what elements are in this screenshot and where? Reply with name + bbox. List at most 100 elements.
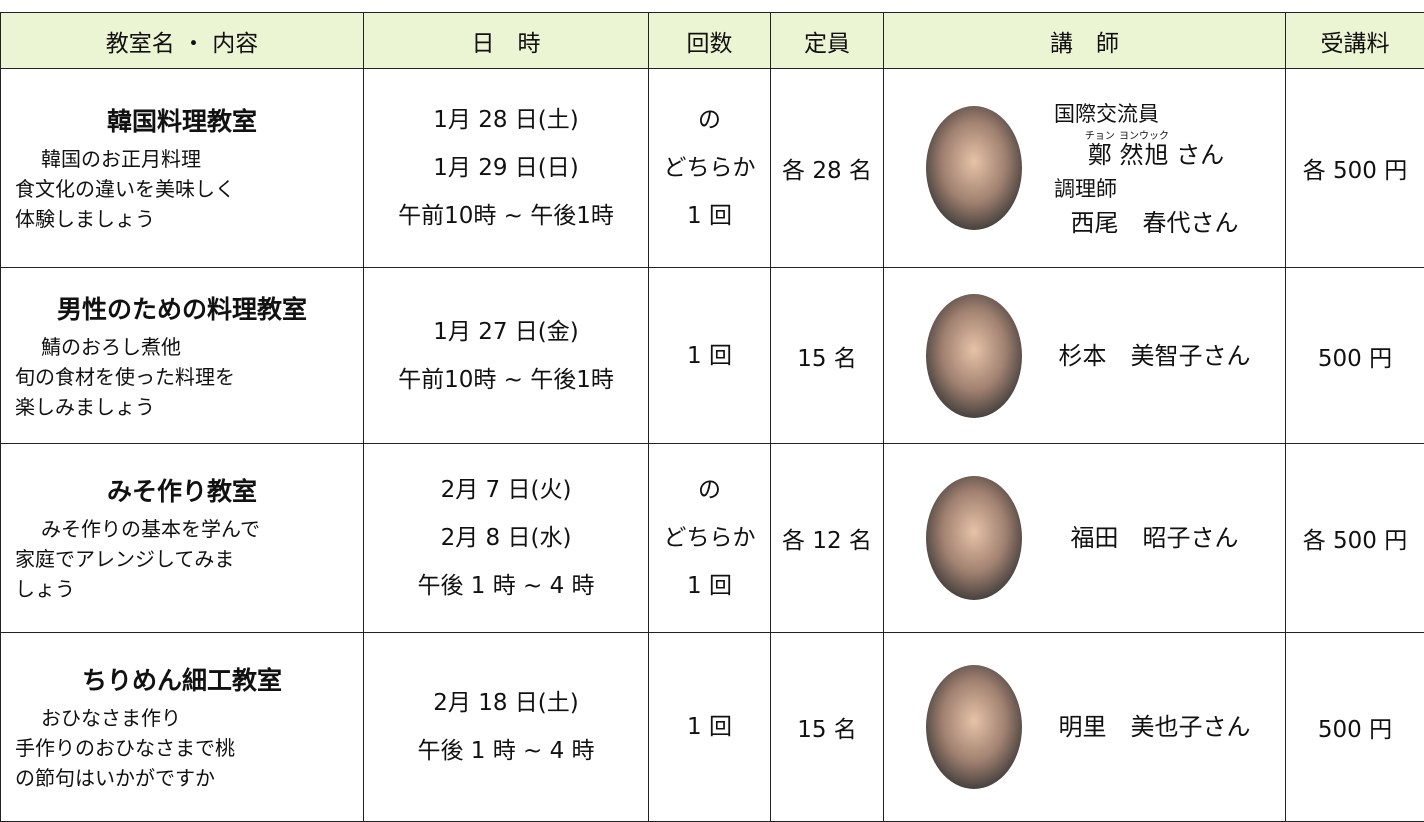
instructor-name: 明里 美也子さん <box>1024 710 1285 744</box>
header-cell: 日 時 <box>364 13 649 69</box>
count-line: 1 回 <box>649 192 770 240</box>
instructor-photo <box>924 474 1024 602</box>
class-description: 体験しましょう <box>1 204 363 234</box>
schedule-table: 教室名 ・ 内容日 時回数定員講 師受講料 韓国料理教室韓国のお正月料理食文化の… <box>0 12 1424 822</box>
instructor-name: 杉本 美智子さん <box>1024 339 1285 373</box>
class-cell: 韓国料理教室韓国のお正月料理食文化の違いを美味しく体験しましょう <box>1 69 364 268</box>
header-cell: 定員 <box>771 13 884 69</box>
class-description: おひなさま作り <box>1 703 363 733</box>
class-description: しょう <box>1 574 363 604</box>
header-cell: 講 師 <box>884 13 1286 69</box>
instructor-photo <box>924 292 1024 420</box>
class-description: 楽しみましょう <box>1 392 363 422</box>
ruby-base: 鄭 <box>1085 141 1115 169</box>
count-cell: 1 回 <box>649 633 771 822</box>
count-line: の <box>649 96 770 144</box>
class-name: 韓国料理教室 <box>1 102 363 138</box>
fee-cell: 500 円 <box>1286 268 1424 444</box>
fee-cell: 各 500 円 <box>1286 69 1424 268</box>
instructor-name: 鄭チョン 然旭ヨンウック さん <box>1024 131 1285 172</box>
ruby-name: 然旭ヨンウック <box>1120 141 1169 169</box>
header-cell: 回数 <box>649 13 771 69</box>
instructor-cell: 国際交流員鄭チョン 然旭ヨンウック さん調理師西尾 春代さん <box>884 69 1286 268</box>
schedule-line: 2月 8 日(水) <box>364 514 648 562</box>
instructor-name: 福田 昭子さん <box>1024 521 1285 555</box>
schedule-cell: 1月 27 日(金)午前10時 ~ 午後1時 <box>364 268 649 444</box>
class-name: ちりめん細工教室 <box>1 661 363 697</box>
schedule-line: 午後 1 時 ~ 4 時 <box>364 727 648 775</box>
instructor-text: 明里 美也子さん <box>1024 710 1285 744</box>
class-description: 旬の食材を使った料理を <box>1 362 363 392</box>
schedule-line: 午前10時 ~ 午後1時 <box>364 192 648 240</box>
class-description: 家庭でアレンジしてみま <box>1 544 363 574</box>
schedule-line: 午後 1 時 ~ 4 時 <box>364 562 648 610</box>
ruby-base: 然旭 <box>1119 141 1169 169</box>
schedule-line: 午前10時 ~ 午後1時 <box>364 356 648 404</box>
instructor-text: 杉本 美智子さん <box>1024 339 1285 373</box>
schedule-line: 2月 7 日(火) <box>364 466 648 514</box>
instructor-photo <box>924 104 1024 232</box>
header-cell: 教室名 ・ 内容 <box>1 13 364 69</box>
count-line: の <box>649 466 770 514</box>
capacity-cell: 各 12 名 <box>771 444 884 633</box>
ruby-text: ヨンウック <box>1119 131 1169 142</box>
instructor-cell: 明里 美也子さん <box>884 633 1286 822</box>
count-line: 1 回 <box>649 332 770 380</box>
instructor-text: 福田 昭子さん <box>1024 521 1285 555</box>
schedule-cell: 1月 28 日(土)1月 29 日(日)午前10時 ~ 午後1時 <box>364 69 649 268</box>
photo-oval <box>926 106 1022 230</box>
ruby-text: チョン <box>1085 131 1115 142</box>
schedule-line: 1月 28 日(土) <box>364 96 648 144</box>
photo-oval <box>926 294 1022 418</box>
instructor-name: 西尾 春代さん <box>1024 206 1285 240</box>
instructor-box: 杉本 美智子さん <box>884 292 1285 420</box>
count-line: 1 回 <box>649 562 770 610</box>
header-cell: 受講料 <box>1286 13 1424 69</box>
name-suffix: さん <box>1176 141 1224 169</box>
schedule-line: 1月 29 日(日) <box>364 144 648 192</box>
photo-oval <box>926 665 1022 789</box>
instructor-photo <box>924 663 1024 791</box>
instructor-box: 福田 昭子さん <box>884 474 1285 602</box>
instructor-box: 国際交流員鄭チョン 然旭ヨンウック さん調理師西尾 春代さん <box>884 97 1285 240</box>
capacity-cell: 15 名 <box>771 268 884 444</box>
class-name: みそ作り教室 <box>1 472 363 508</box>
instructor-cell: 杉本 美智子さん <box>884 268 1286 444</box>
class-description: の節句はいかがですか <box>1 763 363 793</box>
class-cell: ちりめん細工教室おひなさま作り手作りのおひなさまで桃の節句はいかがですか <box>1 633 364 822</box>
ruby-name: 鄭チョン <box>1085 141 1112 169</box>
capacity-cell: 15 名 <box>771 633 884 822</box>
schedule-cell: 2月 7 日(火)2月 8 日(水)午後 1 時 ~ 4 時 <box>364 444 649 633</box>
header-row: 教室名 ・ 内容日 時回数定員講 師受講料 <box>1 13 1424 69</box>
schedule-cell: 2月 18 日(土)午後 1 時 ~ 4 時 <box>364 633 649 822</box>
count-line: どちらか <box>649 144 770 192</box>
schedule-line: 2月 18 日(土) <box>364 679 648 727</box>
count-cell: 1 回 <box>649 268 771 444</box>
fee-cell: 各 500 円 <box>1286 444 1424 633</box>
instructor-cell: 福田 昭子さん <box>884 444 1286 633</box>
photo-oval <box>926 476 1022 600</box>
count-line: どちらか <box>649 514 770 562</box>
class-description: みそ作りの基本を学んで <box>1 514 363 544</box>
capacity-cell: 各 28 名 <box>771 69 884 268</box>
instructor-role: 国際交流員 <box>1024 97 1285 131</box>
instructor-text: 国際交流員鄭チョン 然旭ヨンウック さん調理師西尾 春代さん <box>1024 97 1285 240</box>
class-description: 手作りのおひなさまで桃 <box>1 733 363 763</box>
class-cell: みそ作り教室みそ作りの基本を学んで家庭でアレンジしてみましょう <box>1 444 364 633</box>
schedule-line: 1月 27 日(金) <box>364 308 648 356</box>
instructor-box: 明里 美也子さん <box>884 663 1285 791</box>
class-description: 鯖のおろし煮他 <box>1 332 363 362</box>
class-name: 男性のための料理教室 <box>1 290 363 326</box>
instructor-role: 調理師 <box>1024 172 1285 206</box>
class-cell: 男性のための料理教室鯖のおろし煮他旬の食材を使った料理を楽しみましょう <box>1 268 364 444</box>
class-description: 食文化の違いを美味しく <box>1 174 363 204</box>
class-description: 韓国のお正月料理 <box>1 144 363 174</box>
